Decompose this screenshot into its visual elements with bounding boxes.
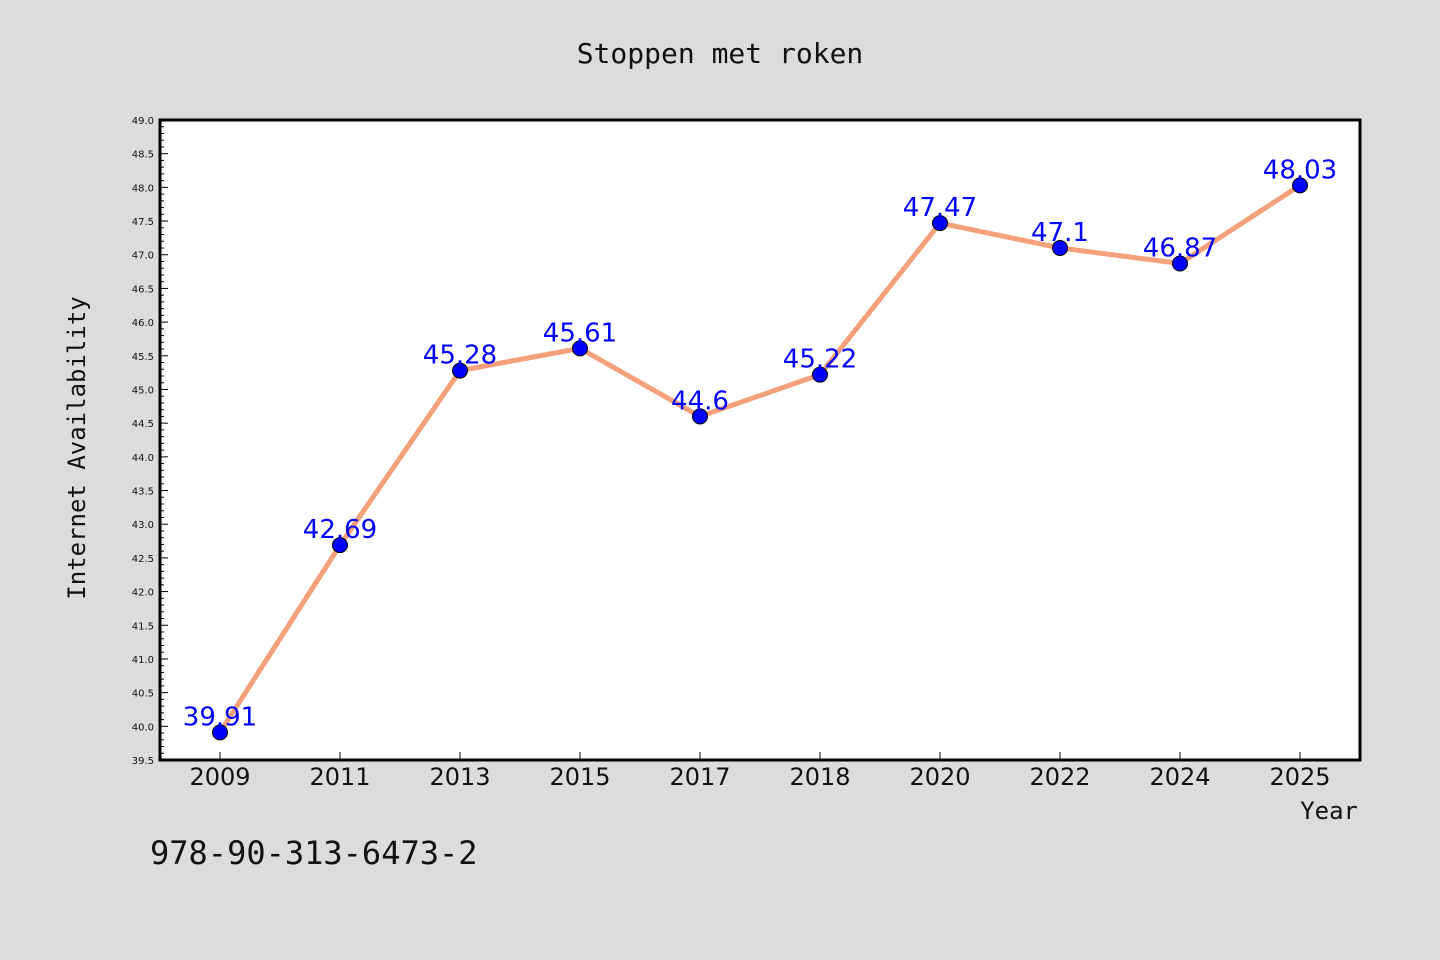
x-tick-label: 2015 <box>549 763 610 791</box>
x-tick-label: 2013 <box>429 763 490 791</box>
y-tick-label: 45.5 <box>132 352 154 363</box>
data-label: 47.1 <box>1031 218 1089 248</box>
y-tick-label: 49.0 <box>132 116 154 127</box>
y-tick-label: 44.5 <box>132 419 154 430</box>
x-tick-label: 2020 <box>909 763 970 791</box>
y-tick-label: 45.0 <box>132 385 154 396</box>
data-point <box>1052 240 1068 256</box>
y-tick-label: 48.0 <box>132 183 154 194</box>
data-point <box>812 366 828 383</box>
y-tick-label: 46.0 <box>132 318 154 329</box>
y-tick-label: 48.5 <box>132 150 154 161</box>
data-label: 48.03 <box>1263 155 1337 185</box>
y-tick-label: 46.5 <box>132 284 154 295</box>
x-tick-label: 2022 <box>1029 763 1090 791</box>
y-tick-label: 47.5 <box>132 217 154 228</box>
chart-title: Stoppen met roken <box>577 37 864 70</box>
data-point <box>1172 255 1188 272</box>
y-tick-label: 43.5 <box>132 487 154 498</box>
data-label: 46.87 <box>1143 233 1217 263</box>
series-group <box>212 177 1308 741</box>
x-tick-label: 2009 <box>189 763 250 791</box>
data-label: 45.61 <box>543 318 617 348</box>
y-tick-label: 43.0 <box>132 520 154 531</box>
data-point <box>932 215 948 232</box>
y-axis-label: Internet Availability <box>63 296 91 599</box>
series-line <box>217 182 1303 735</box>
x-tick-label: 2017 <box>669 763 730 791</box>
data-point <box>212 724 228 741</box>
plot-area <box>160 120 1360 760</box>
data-label: 47.47 <box>903 193 977 223</box>
x-tick-label: 2018 <box>789 763 850 791</box>
y-tick-label: 39.5 <box>132 756 154 767</box>
data-label: 44.6 <box>671 386 729 416</box>
plot-frame <box>158 118 1362 762</box>
data-labels: 39.91 42.69 45.28 45.61 44.6 45.22 47.47 47.1 46… <box>183 155 1337 732</box>
x-tick-label: 2011 <box>309 763 370 791</box>
y-tick-label: 42.0 <box>132 588 154 599</box>
x-tick-label: 2025 <box>1269 763 1330 791</box>
y-tick-label: 41.0 <box>132 655 154 666</box>
data-point <box>332 537 348 554</box>
x-tick-label: 2024 <box>1149 763 1210 791</box>
x-axis-label: Year <box>1300 797 1358 825</box>
data-label: 45.28 <box>423 341 497 371</box>
data-point <box>692 408 708 425</box>
y-tick-label: 41.5 <box>132 621 154 632</box>
data-point <box>572 340 588 357</box>
isbn-footnote: 978-90-313-6473-2 <box>150 834 478 872</box>
data-point <box>1292 177 1308 194</box>
data-label: 42.69 <box>303 515 377 545</box>
y-tick-label: 42.5 <box>132 554 154 565</box>
data-label: 39.91 <box>183 702 257 732</box>
data-label: 45.22 <box>783 345 857 375</box>
y-axis: 39.5 40.0 40.5 41.0 41.5 42.0 42.5 43.0 43.5 44.0… <box>132 116 168 767</box>
y-tick-label: 47.0 <box>132 251 154 262</box>
y-tick-label: 44.0 <box>132 453 154 464</box>
y-tick-label: 40.0 <box>132 722 154 733</box>
data-point <box>452 362 468 379</box>
y-tick-label: 40.5 <box>132 689 154 700</box>
